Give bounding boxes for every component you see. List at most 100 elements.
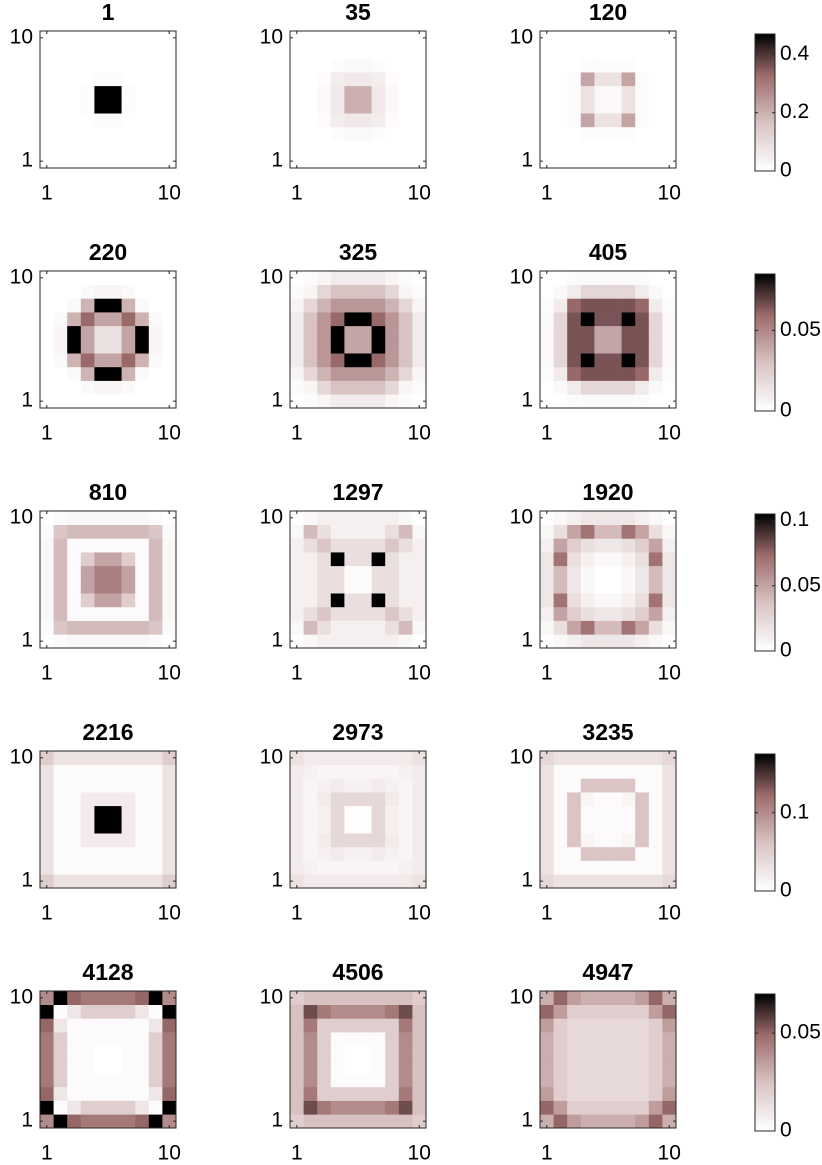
heatmap-cell (662, 565, 677, 580)
heatmap-cell (662, 271, 677, 285)
heatmap-cell (540, 140, 554, 155)
heatmap-cell (594, 606, 609, 621)
heatmap-cell (358, 394, 372, 409)
heatmap-cell (80, 353, 95, 368)
heatmap-cell (385, 846, 400, 861)
heatmap-cell (344, 366, 359, 381)
heatmap-cell (358, 792, 372, 807)
heatmap-cell (67, 154, 82, 169)
heatmap-cell (371, 366, 386, 381)
heatmap-cell (662, 764, 677, 779)
heatmap-cell (358, 1018, 372, 1033)
heatmap-cell (67, 860, 82, 875)
heatmap-cell (580, 1059, 595, 1074)
heatmap-cell (303, 85, 318, 100)
heatmap-cell (608, 298, 622, 313)
heatmap-cell (385, 325, 400, 340)
heatmap-cell (635, 366, 650, 381)
heatmap-cell (553, 298, 568, 313)
heatmap-cell (80, 85, 95, 100)
heatmap-cell (330, 846, 345, 861)
heatmap-cell (540, 1059, 554, 1074)
heatmap-cell (290, 593, 304, 608)
heatmap-cell (344, 140, 359, 155)
heatmap-cell (108, 72, 122, 87)
heatmap-cell (608, 552, 622, 567)
heatmap-cell (67, 99, 82, 114)
heatmap-cell (412, 154, 427, 169)
heatmap-cell (621, 991, 636, 1005)
heatmap-cell (135, 833, 150, 848)
y-tick-label: 1 (521, 149, 533, 172)
heatmap-cell (608, 312, 622, 327)
heatmap-cell (608, 538, 622, 553)
heatmap-cell (580, 792, 595, 807)
heatmap-cell (53, 606, 68, 621)
heatmap-cell (567, 85, 582, 100)
heatmap-cell (621, 538, 636, 553)
heatmap-cell (398, 1059, 413, 1074)
heatmap-cell (553, 126, 568, 141)
heatmap-cell (608, 792, 622, 807)
heatmap-cell (148, 552, 163, 567)
heatmap-cell (358, 72, 372, 87)
heatmap-cell (567, 140, 582, 155)
heatmap-cell (344, 31, 359, 45)
heatmap-cell (412, 819, 427, 834)
heatmap-cell (303, 634, 318, 649)
heatmap-cell (40, 991, 54, 1005)
heatmap-cell (412, 99, 427, 114)
heatmap-cell (608, 271, 622, 285)
heatmap-cell (385, 1114, 400, 1129)
heatmap-cell (303, 1032, 318, 1047)
heatmap-cell (290, 1045, 304, 1060)
heatmap-cell (148, 1086, 163, 1101)
heatmap-cell (94, 85, 109, 100)
heatmap-cell (162, 833, 177, 848)
heatmap-cell (108, 538, 122, 553)
heatmap-cell (67, 1059, 82, 1074)
heatmap-cell (635, 593, 650, 608)
heatmap-cell (608, 778, 622, 793)
heatmap-cell (330, 72, 345, 87)
heatmap-cell (385, 126, 400, 141)
heatmap-cell (567, 552, 582, 567)
heatmap-cell (330, 1114, 345, 1129)
heatmap-cell (121, 1073, 136, 1088)
heatmap-cell (385, 1004, 400, 1019)
heatmap-cell (290, 565, 304, 580)
heatmap-cell (80, 1114, 95, 1129)
heatmap-cell (580, 284, 595, 299)
heatmap-cell (648, 552, 663, 567)
heatmap-cell (80, 819, 95, 834)
heatmap-cell (371, 1114, 386, 1129)
heatmap-cell (635, 1032, 650, 1047)
heatmap-cell (385, 44, 400, 59)
heatmap-cell (108, 31, 122, 45)
heatmap-cell (580, 846, 595, 861)
heatmap-cell (398, 819, 413, 834)
heatmap-cell (344, 154, 359, 169)
heatmap-cell (317, 579, 332, 594)
heatmap-cell (67, 1114, 82, 1129)
heatmap-cell (317, 792, 332, 807)
heatmap-cell (148, 1032, 163, 1047)
colorbar (754, 273, 776, 412)
heatmap-cell (53, 353, 68, 368)
heatmap-cell (80, 552, 95, 567)
heatmap-cell (398, 634, 413, 649)
heatmap-cell (317, 366, 332, 381)
heatmap-cell (358, 284, 372, 299)
heatmap-cell (608, 1073, 622, 1088)
heatmap-cell (108, 792, 122, 807)
heatmap-cell (608, 579, 622, 594)
heatmap-cell (385, 874, 400, 889)
heatmap-cell (385, 764, 400, 779)
heatmap-cell (608, 99, 622, 114)
heatmap-cell (567, 778, 582, 793)
heatmap-cell (108, 44, 122, 59)
heatmap-cell (398, 366, 413, 381)
heatmap-cell (40, 58, 54, 73)
heatmap-cell (344, 1045, 359, 1060)
panel-title: 3235 (582, 719, 633, 745)
